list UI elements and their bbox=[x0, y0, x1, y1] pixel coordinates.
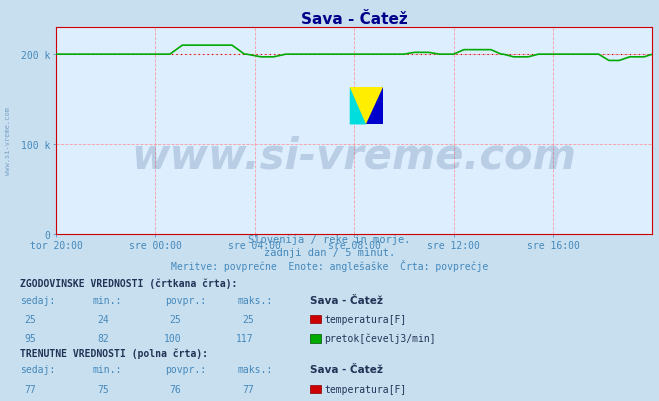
Text: www.si-vreme.com: www.si-vreme.com bbox=[5, 106, 11, 174]
Title: Sava - Čatež: Sava - Čatež bbox=[301, 12, 407, 27]
Text: temperatura[F]: temperatura[F] bbox=[324, 314, 407, 324]
Text: min.:: min.: bbox=[92, 295, 122, 305]
Text: Sava - Čatež: Sava - Čatež bbox=[310, 295, 383, 305]
Text: 77: 77 bbox=[24, 384, 36, 394]
Text: sedaj:: sedaj: bbox=[20, 365, 55, 375]
Text: Meritve: povprečne  Enote: anglešaške  Črta: povprečje: Meritve: povprečne Enote: anglešaške Črt… bbox=[171, 259, 488, 271]
Text: 24: 24 bbox=[97, 314, 109, 324]
Text: www.si-vreme.com: www.si-vreme.com bbox=[132, 135, 577, 177]
Text: Sava - Čatež: Sava - Čatež bbox=[310, 365, 383, 375]
Text: 25: 25 bbox=[169, 314, 181, 324]
Text: 95: 95 bbox=[24, 333, 36, 343]
Polygon shape bbox=[350, 88, 382, 125]
Text: 75: 75 bbox=[97, 384, 109, 394]
Polygon shape bbox=[350, 88, 366, 125]
Text: povpr.:: povpr.: bbox=[165, 295, 206, 305]
Text: 100: 100 bbox=[163, 333, 181, 343]
Text: zadnji dan / 5 minut.: zadnji dan / 5 minut. bbox=[264, 248, 395, 258]
Text: pretok[čevelj3/min]: pretok[čevelj3/min] bbox=[324, 333, 436, 343]
Text: ZGODOVINSKE VREDNOSTI (črtkana črta):: ZGODOVINSKE VREDNOSTI (črtkana črta): bbox=[20, 278, 237, 289]
Text: min.:: min.: bbox=[92, 365, 122, 375]
Text: 76: 76 bbox=[169, 384, 181, 394]
Text: 82: 82 bbox=[97, 333, 109, 343]
Text: maks.:: maks.: bbox=[237, 295, 272, 305]
Text: 25: 25 bbox=[242, 314, 254, 324]
Text: TRENUTNE VREDNOSTI (polna črta):: TRENUTNE VREDNOSTI (polna črta): bbox=[20, 348, 208, 358]
Text: 25: 25 bbox=[24, 314, 36, 324]
Polygon shape bbox=[366, 88, 382, 125]
Text: maks.:: maks.: bbox=[237, 365, 272, 375]
Text: temperatura[F]: temperatura[F] bbox=[324, 384, 407, 394]
Text: 77: 77 bbox=[242, 384, 254, 394]
Text: povpr.:: povpr.: bbox=[165, 365, 206, 375]
Text: 117: 117 bbox=[236, 333, 254, 343]
Text: sedaj:: sedaj: bbox=[20, 295, 55, 305]
Text: Slovenija / reke in morje.: Slovenija / reke in morje. bbox=[248, 235, 411, 245]
